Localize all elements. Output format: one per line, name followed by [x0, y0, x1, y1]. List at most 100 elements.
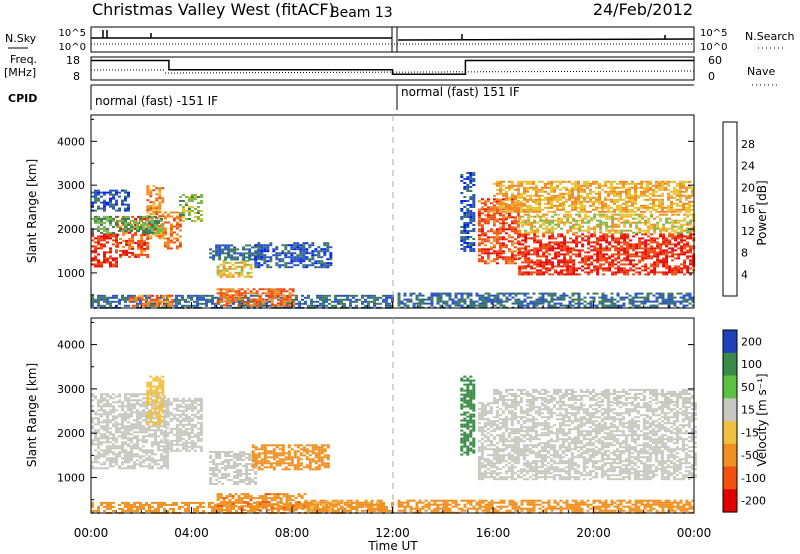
power-cell [535, 190, 538, 193]
power-cell [230, 258, 234, 261]
power-cell [319, 294, 322, 297]
power-cell [650, 213, 654, 216]
power-cell [536, 241, 540, 244]
power-cell [178, 298, 181, 301]
power-cell [115, 209, 118, 212]
power-cell [587, 225, 591, 228]
power-cell [674, 267, 678, 270]
power-cell [125, 241, 129, 244]
power-cell [487, 294, 491, 297]
power-cell [136, 229, 139, 232]
power-cell [243, 265, 247, 268]
power-cell [634, 206, 637, 209]
velocity-cell [91, 441, 94, 444]
power-cell [418, 292, 422, 295]
power-cell [460, 216, 464, 218]
power-cell [641, 215, 645, 218]
power-cell [469, 216, 473, 218]
power-cell [260, 250, 264, 253]
power-cell [139, 227, 142, 230]
power-cell [284, 256, 288, 259]
power-cell [460, 230, 464, 232]
velocity-cell [118, 465, 121, 468]
velocity-cell [151, 435, 154, 438]
power-cell [538, 300, 542, 303]
power-cell [535, 184, 538, 187]
power-cell [599, 257, 603, 260]
power-cell [616, 300, 620, 303]
velocity-cell [145, 457, 148, 460]
power-cell [590, 261, 594, 264]
power-cell [486, 240, 490, 243]
power-cell [187, 198, 191, 200]
power-cell [649, 198, 652, 201]
power-cell [655, 292, 659, 295]
power-cell [619, 298, 623, 301]
velocity-cell [103, 467, 106, 470]
power-cell [480, 206, 484, 209]
velocity-cell [136, 409, 139, 412]
power-cell [472, 214, 476, 216]
power-cell [290, 246, 294, 249]
velocity-cell [127, 445, 130, 448]
nsky-tick-top: 10^5 [59, 28, 86, 39]
power-cell [272, 248, 276, 251]
power-cell [527, 219, 531, 222]
power-cell [575, 255, 579, 258]
power-cell [647, 271, 651, 274]
power-cell [119, 249, 123, 252]
power-cell [569, 213, 573, 216]
power-cell [109, 223, 112, 226]
power-cell [535, 300, 539, 303]
power-cell [572, 249, 576, 252]
power-cell [641, 241, 645, 244]
power-cell [502, 184, 505, 187]
power-cell [527, 213, 531, 216]
power-cell [115, 215, 118, 218]
power-cell [158, 193, 162, 196]
power-cell [248, 252, 252, 255]
power-cell [670, 200, 673, 203]
power-cell [557, 241, 561, 244]
power-cell [641, 257, 645, 260]
power-cell [272, 254, 276, 257]
power-cell [686, 269, 690, 272]
power-cell [178, 212, 182, 214]
power-cell [680, 233, 684, 236]
power-cell [436, 294, 440, 297]
power-cell [133, 225, 136, 228]
power-cell [302, 266, 306, 269]
power-cell [601, 200, 604, 203]
power-cell [521, 271, 525, 274]
velocity-cell [112, 451, 115, 454]
power-cell [291, 300, 295, 303]
power-cell [676, 184, 679, 187]
power-cell [640, 204, 643, 207]
power-cell [616, 204, 619, 207]
velocity-cell [112, 417, 115, 420]
power-cell [469, 236, 473, 238]
power-cell [572, 227, 576, 230]
power-cell [316, 300, 319, 303]
power-cell [91, 231, 94, 234]
power-cell [328, 298, 331, 301]
power-cell [551, 219, 555, 222]
power-cell [536, 231, 540, 234]
power-cell [560, 233, 564, 236]
velocity-cell [148, 465, 151, 468]
power-cell [635, 247, 639, 250]
power-cell [157, 219, 160, 222]
power-cell [571, 298, 575, 301]
power-cell [498, 248, 502, 251]
power-cell [495, 218, 499, 221]
power-cell [593, 265, 597, 268]
power-cell [620, 263, 624, 266]
cpid-segment-1: normal (fast) -151 IF [95, 94, 218, 108]
velocity-cell [145, 419, 148, 422]
power-cell [493, 296, 497, 299]
velocity-cell [130, 467, 133, 470]
power-cell [626, 229, 630, 232]
velocity-cell [130, 449, 133, 452]
power-cell [489, 230, 493, 233]
power-cell [593, 215, 597, 218]
